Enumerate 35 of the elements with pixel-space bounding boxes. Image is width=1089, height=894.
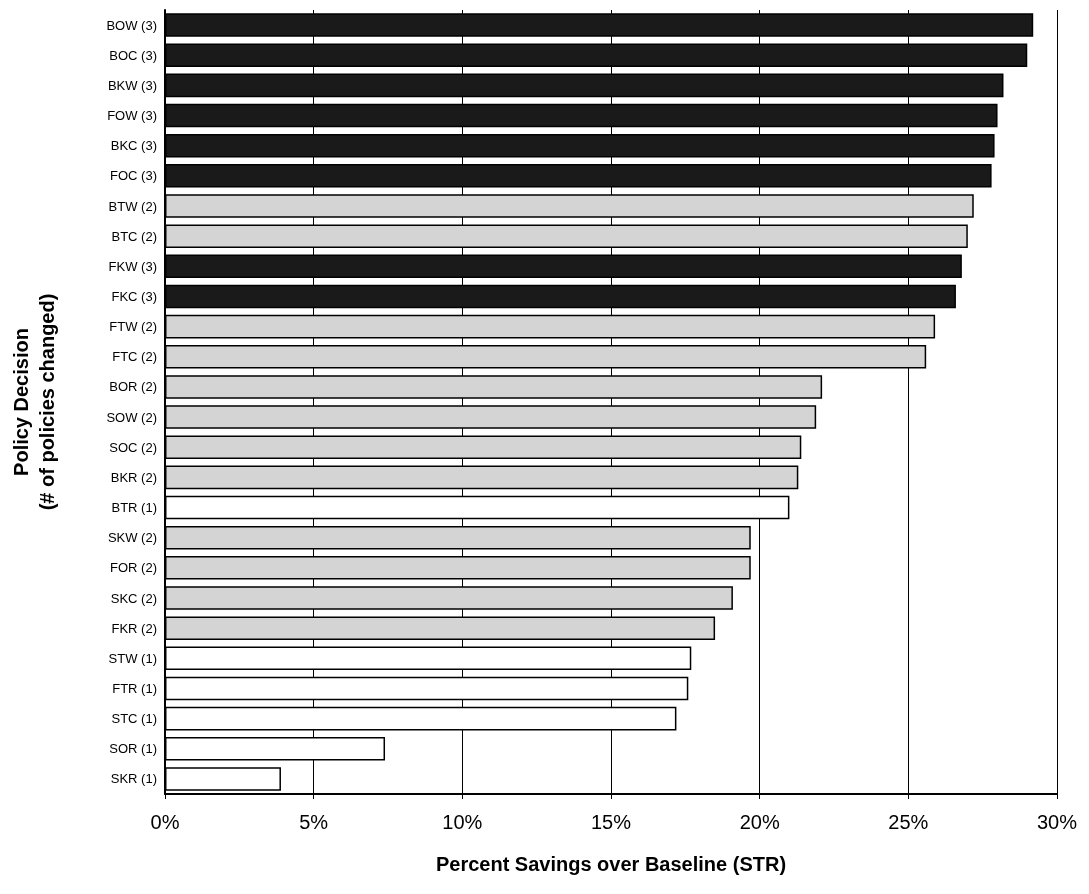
x-tick-label: 25% xyxy=(888,811,929,833)
y-tick-label: SKC (2) xyxy=(110,590,157,606)
y-tick-label: FKR (2) xyxy=(111,620,157,636)
y-tick-label: FOW (3) xyxy=(107,108,157,124)
y-tick-label: BKW (3) xyxy=(107,77,157,93)
x-axis-title: Percent Savings over Baseline (STR) xyxy=(435,853,787,875)
y-tick-label: SKR (1) xyxy=(110,771,157,787)
y-tick-label: FOR (2) xyxy=(110,560,157,576)
y-tick-label: FTW (2) xyxy=(109,319,157,335)
y-tick-label: FKW (3) xyxy=(108,258,157,274)
y-tick-label: BOW (3) xyxy=(106,17,157,33)
x-tick-label: 15% xyxy=(590,811,632,833)
y-tick-label: SOW (2) xyxy=(106,409,157,425)
y-tick-label: BOC (3) xyxy=(109,47,157,63)
x-tick-label: 5% xyxy=(299,811,329,833)
y-tick-label: FKC (3) xyxy=(111,288,157,304)
y-tick-label: SOC (2) xyxy=(109,439,157,455)
y-tick-label: STC (1) xyxy=(111,711,157,727)
y-tick-label: SOR (1) xyxy=(109,741,157,757)
y-tick-label: BTR (1) xyxy=(111,500,157,516)
y-tick-label: BTC (2) xyxy=(111,228,157,244)
y-tick-label: BKR (2) xyxy=(110,469,157,485)
x-tick-label: 20% xyxy=(739,811,780,833)
y-tick-label: FTC (2) xyxy=(112,349,157,365)
y-tick-label: SKW (2) xyxy=(107,530,157,546)
y-axis-title: Policy Decision (# of policies changed) xyxy=(10,293,58,511)
x-tick-label: 10% xyxy=(442,811,483,833)
y-tick-label: STW (1) xyxy=(108,650,157,666)
x-tick-label: 0% xyxy=(150,811,180,833)
y-tick-label: BOR (2) xyxy=(109,379,157,395)
y-tick-label: BTW (2) xyxy=(108,198,157,214)
y-tick-label: BKC (3) xyxy=(110,138,157,154)
y-tick-label: FOC (3) xyxy=(110,168,157,184)
x-tick-label: 30% xyxy=(1036,811,1078,833)
y-tick-label: FTR (1) xyxy=(112,680,157,696)
